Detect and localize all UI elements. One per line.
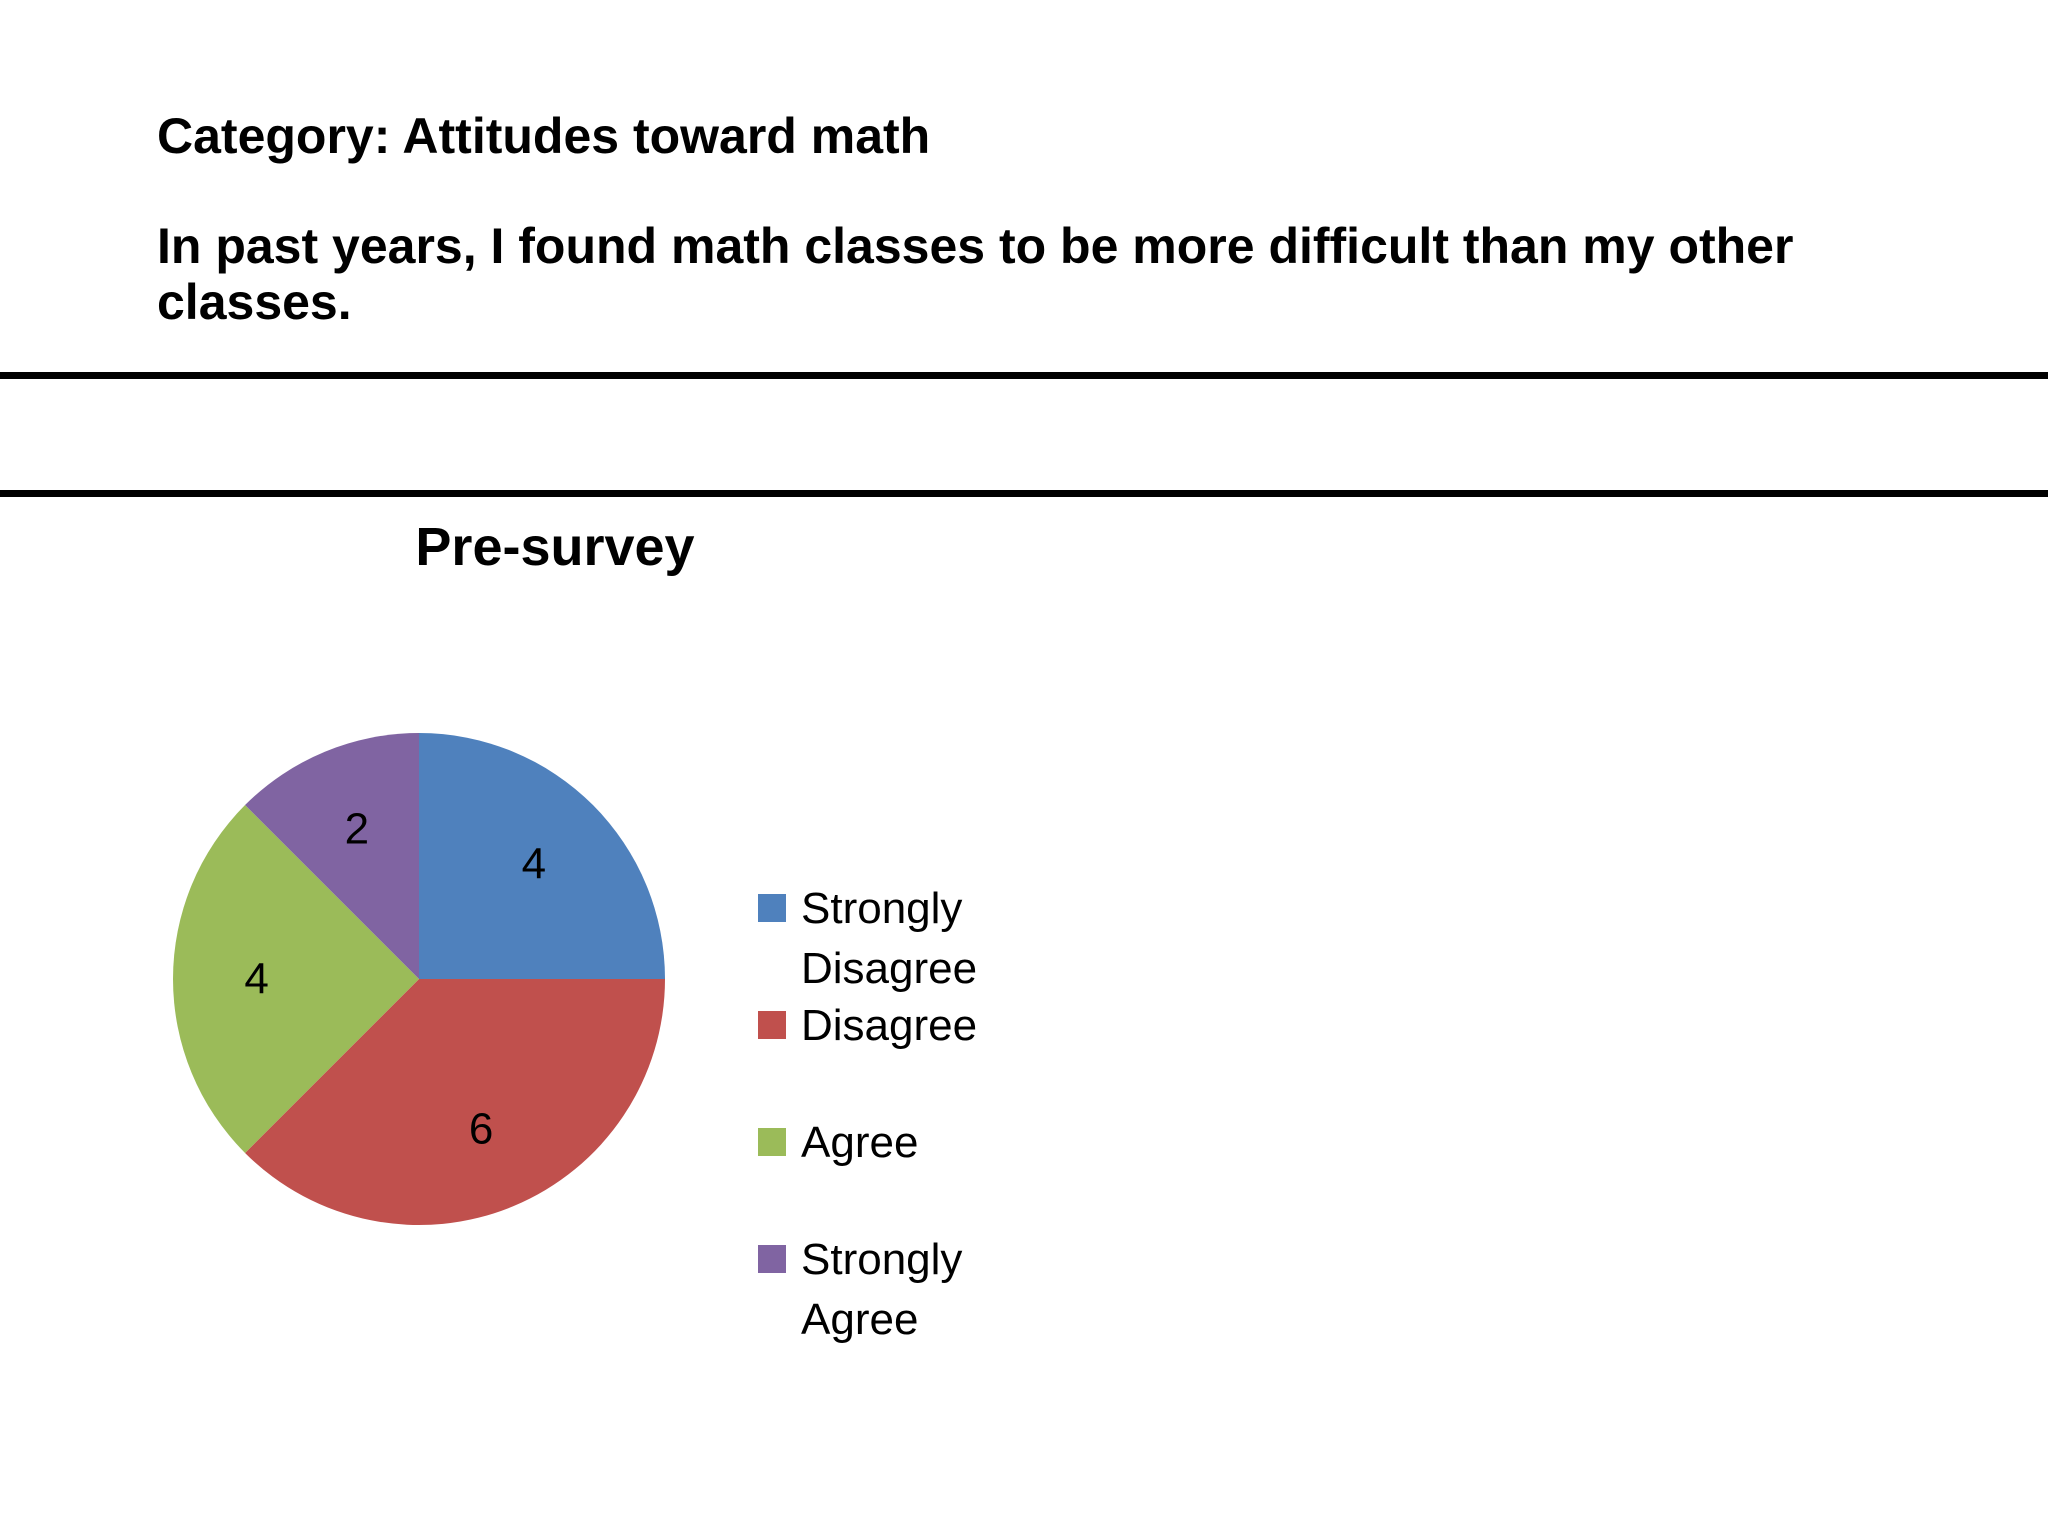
pie-slice-strongly-disagree (419, 733, 665, 979)
legend-label-disagree: Disagree (801, 1001, 977, 1050)
legend-label-agree: Agree (801, 1118, 918, 1167)
divider-bottom (0, 490, 2048, 497)
data-label-strongly-agree: 2 (345, 804, 369, 853)
chart-legend: Strongly Disagree Disagree Agree Strongly Agr… (758, 884, 977, 1344)
pie-slice-strongly-agree (245, 733, 419, 979)
pie-slice-disagree (245, 979, 665, 1225)
legend-swatch-disagree (758, 1011, 786, 1039)
pie-slice-agree (173, 805, 419, 1153)
pie-chart: Pre-survey 4 6 4 2 Strongly Disagree Disagree… (173, 517, 977, 1344)
data-label-disagree: 6 (469, 1105, 493, 1154)
legend-swatch-strongly-agree (758, 1245, 786, 1273)
data-label-agree: 4 (244, 955, 268, 1004)
data-label-strongly-disagree: 4 (522, 840, 546, 889)
legend-label-strongly-agree: Strongly Agree (801, 1235, 962, 1344)
survey-question: In past years, I found math classes to b… (157, 218, 1794, 330)
legend-swatch-strongly-disagree (758, 894, 786, 922)
chart-title: Pre-survey (415, 517, 694, 577)
legend-swatch-agree (758, 1128, 786, 1156)
divider-top (0, 372, 2048, 379)
pie-slices (173, 733, 665, 1225)
pie-data-labels: 4 6 4 2 (244, 804, 546, 1153)
category-heading: Category: Attitudes toward math (157, 108, 931, 164)
legend-label-strongly-disagree: Strongly Disagree (801, 884, 977, 993)
